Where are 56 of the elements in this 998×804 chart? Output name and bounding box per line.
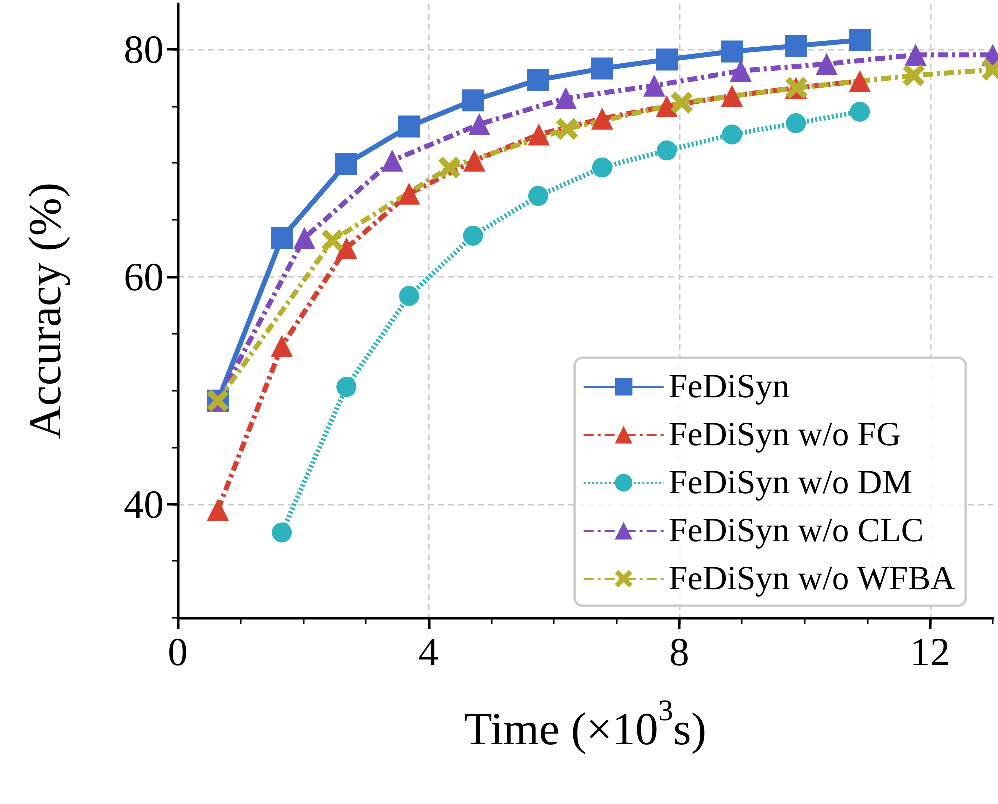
point: [904, 44, 927, 66]
legend-label: FeDiSyn w/o WFBA: [668, 560, 956, 598]
point: [556, 118, 578, 140]
point: [272, 522, 292, 543]
point: [591, 58, 614, 80]
point: [850, 102, 870, 122]
point: [271, 227, 294, 250]
point: [730, 60, 752, 82]
point: [335, 153, 358, 176]
point: [786, 113, 806, 134]
point: [721, 85, 744, 108]
y-axis-title: Accuracy (%): [20, 182, 70, 440]
point: [527, 69, 550, 92]
point: [207, 498, 230, 521]
point: [468, 114, 491, 136]
point: [722, 124, 742, 145]
x-tick-label: 12: [910, 630, 950, 674]
legend-label: FeDiSyn w/o FG: [668, 416, 902, 454]
point: [816, 53, 838, 76]
point: [849, 70, 872, 92]
legend-label: FeDiSyn w/o DM: [668, 464, 913, 502]
point: [271, 335, 294, 358]
point: [463, 226, 484, 246]
y-tick-label: 80: [124, 26, 164, 72]
point: [381, 150, 404, 172]
point: [592, 158, 612, 178]
point: [398, 116, 420, 138]
y-tick-label: 40: [124, 482, 164, 527]
point: [462, 90, 484, 112]
point: [785, 35, 808, 58]
point: [294, 227, 316, 250]
legend-label: FeDiSyn w/o CLC: [668, 512, 924, 550]
y-tick-label: 60: [124, 254, 164, 300]
point: [336, 377, 357, 398]
point: [528, 124, 550, 146]
point: [438, 156, 460, 179]
point: [643, 74, 666, 97]
point: [657, 140, 677, 161]
point: [464, 150, 486, 172]
point: [336, 237, 358, 260]
point: [399, 286, 420, 306]
point: [721, 40, 744, 63]
point: [591, 108, 614, 130]
x-tick-label: 0: [168, 630, 188, 674]
point: [656, 95, 678, 118]
point: [671, 92, 694, 114]
point: [903, 64, 926, 87]
point: [528, 186, 548, 206]
point: [322, 230, 344, 252]
x-tick-label: 4: [418, 630, 439, 674]
point: [555, 87, 578, 110]
point: [849, 29, 872, 52]
point: [398, 182, 420, 205]
legend-label: FeDiSyn: [668, 368, 790, 406]
point: [656, 48, 678, 71]
x-tick-label: 8: [670, 630, 690, 674]
